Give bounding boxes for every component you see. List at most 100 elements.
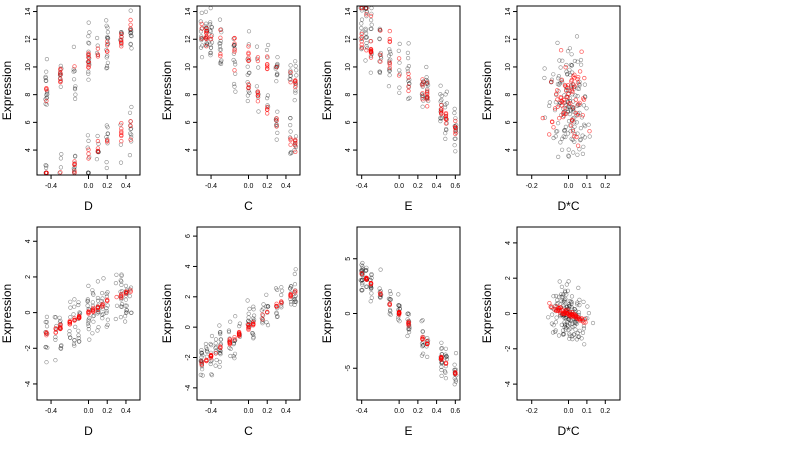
observed-point — [562, 288, 568, 294]
fitted-point — [565, 307, 570, 312]
observed-point — [547, 103, 552, 108]
observed-point — [571, 108, 576, 113]
observed-point — [570, 337, 575, 342]
observed-point — [99, 298, 104, 304]
y-tick-label: 2 — [185, 295, 192, 299]
observed-point — [44, 56, 50, 62]
observed-point — [439, 340, 444, 345]
observed-point — [581, 103, 587, 108]
observed-point — [58, 156, 64, 161]
observed-point — [294, 73, 299, 78]
x-tick-label: 0.0 — [394, 408, 404, 415]
observed-point — [559, 292, 564, 297]
observed-point — [444, 127, 449, 132]
x-tick-label: -0.4 — [205, 183, 217, 190]
observed-point — [128, 131, 133, 136]
x-tick-label: -0.4 — [45, 408, 57, 415]
fitted-point — [95, 148, 101, 154]
observed-point — [419, 341, 425, 346]
fitted-point — [547, 301, 552, 306]
observed-point — [369, 22, 374, 27]
observed-point — [217, 359, 222, 365]
observed-point — [73, 84, 78, 89]
observed-point — [105, 29, 110, 35]
observed-point — [560, 300, 565, 305]
fitted-point — [378, 52, 383, 57]
fitted-point — [540, 115, 545, 121]
observed-point — [274, 79, 279, 84]
y-tick-label: 14 — [185, 8, 192, 16]
observed-point — [557, 81, 563, 86]
observed-point — [359, 26, 364, 31]
fitted-point — [213, 351, 218, 356]
observed-point — [129, 33, 134, 39]
fitted-point — [547, 132, 552, 137]
observed-point — [556, 76, 561, 81]
fitted-point — [425, 97, 430, 102]
data-points — [540, 34, 592, 159]
fitted-point — [288, 292, 293, 297]
fitted-point — [443, 116, 449, 121]
observed-point — [571, 332, 576, 337]
data-points — [43, 8, 134, 176]
fitted-point — [364, 276, 369, 282]
y-tick-label: 6 — [505, 120, 512, 124]
observed-point — [364, 284, 369, 289]
fitted-point — [119, 291, 124, 297]
observed-point — [425, 354, 430, 360]
fitted-point — [569, 311, 574, 317]
y-tick-label: 4 — [505, 241, 512, 245]
observed-point — [562, 298, 567, 303]
y-tick-label: 10 — [505, 63, 512, 71]
observed-point — [113, 281, 118, 286]
fitted-point — [265, 105, 270, 110]
y-tick-label: -5 — [345, 365, 352, 371]
observed-point — [199, 348, 204, 353]
fitted-point — [119, 39, 124, 44]
x-tick-label: 0.2 — [102, 408, 112, 415]
observed-point — [571, 85, 577, 90]
observed-point — [58, 346, 63, 351]
observed-point — [232, 84, 237, 89]
observed-point — [208, 29, 213, 34]
y-tick-label: 12 — [25, 35, 32, 43]
observed-point — [407, 81, 412, 86]
fitted-point — [123, 289, 129, 294]
y-tick-label: 6 — [25, 120, 32, 124]
observed-point — [119, 282, 124, 288]
observed-point — [118, 160, 124, 165]
observed-point — [245, 98, 250, 104]
observed-point — [377, 36, 382, 41]
observed-point — [226, 328, 231, 333]
fitted-point — [563, 111, 569, 116]
x-tick-label: 0.1 — [582, 408, 592, 415]
observed-point — [87, 30, 92, 35]
fitted-point — [72, 162, 77, 167]
observed-point — [44, 69, 49, 74]
observed-point — [44, 163, 49, 168]
observed-point — [568, 108, 573, 113]
observed-point — [204, 348, 209, 353]
fitted-point — [227, 340, 232, 345]
data-points — [198, 267, 299, 378]
fitted-point — [72, 316, 77, 321]
observed-point — [127, 153, 132, 158]
fitted-point — [246, 85, 251, 90]
chart-panel-4: -0.2 0.0 0.1 0.2 4 6 8 10 12 14 D*C Expression — [480, 5, 621, 213]
fitted-point — [274, 118, 279, 123]
fitted-point — [453, 131, 458, 137]
observed-point — [565, 71, 570, 76]
observed-point — [452, 376, 457, 381]
y-tick-label: 6 — [185, 234, 192, 238]
observed-point — [443, 370, 448, 375]
fitted-point — [119, 294, 124, 299]
fitted-point — [204, 358, 209, 364]
fitted-point — [572, 84, 577, 89]
observed-point — [368, 286, 374, 292]
observed-point — [574, 34, 580, 39]
observed-point — [105, 34, 110, 40]
observed-point — [369, 275, 374, 281]
observed-point — [208, 22, 213, 27]
observed-point — [369, 286, 374, 291]
fitted-point — [199, 21, 204, 27]
